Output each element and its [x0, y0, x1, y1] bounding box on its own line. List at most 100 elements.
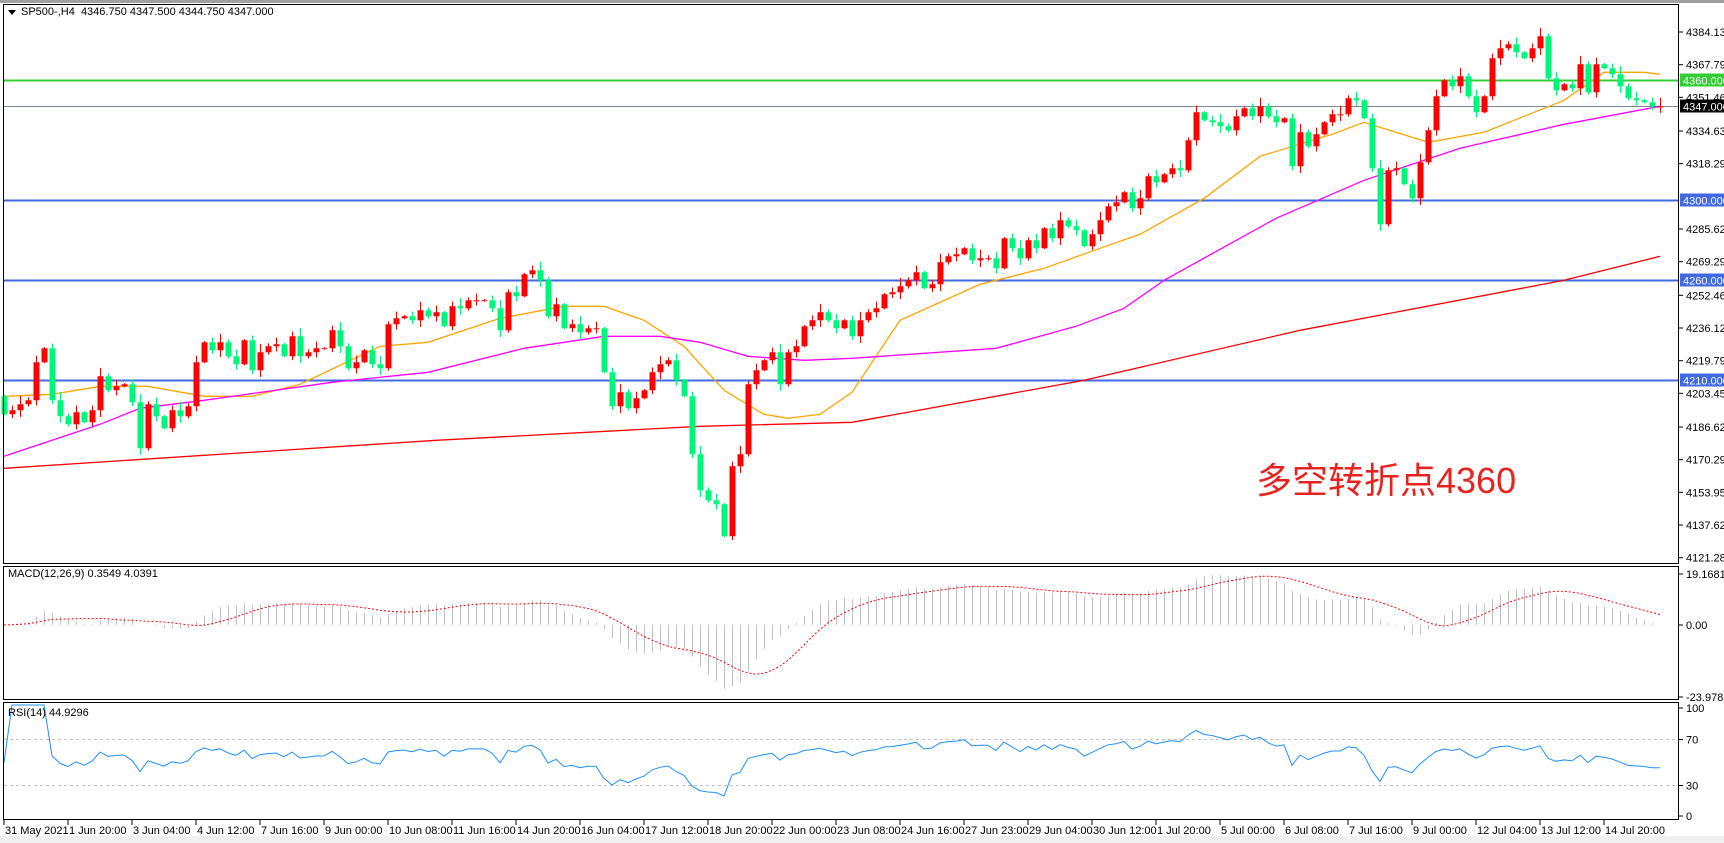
candle-body	[273, 344, 280, 347]
dropdown-triangle-icon[interactable]	[8, 9, 16, 15]
candle-body	[377, 364, 384, 369]
window-top-border	[0, 0, 1724, 3]
candle-body	[1057, 220, 1064, 239]
candle-body	[761, 360, 768, 371]
candle-body	[713, 500, 720, 505]
macd-tick-label: 19.1681	[1686, 569, 1724, 581]
candle-body	[1537, 36, 1544, 49]
candle-body	[457, 306, 464, 309]
candle-body	[1393, 168, 1400, 171]
candle-body	[1657, 106, 1664, 108]
candle-body	[1345, 98, 1352, 115]
annotation-text: 多空转折点4360	[1256, 460, 1517, 501]
time-label: 27 Jun 23:00	[965, 825, 1029, 837]
candle-body	[833, 320, 840, 329]
candle-body	[673, 360, 680, 381]
candle-body	[193, 362, 200, 407]
ohlc-values: 4346.750 4347.500 4344.750 4347.000	[80, 6, 274, 18]
candle-body	[153, 404, 160, 417]
time-label: 4 Jun 12:00	[197, 825, 255, 837]
candle-body	[1177, 168, 1184, 171]
candle-body	[657, 364, 664, 373]
candle-body	[1641, 100, 1648, 103]
rsi-panel	[3, 704, 1679, 797]
candle-body	[1289, 118, 1296, 167]
candle-body	[1273, 116, 1280, 123]
candle-body	[1473, 96, 1480, 113]
candle-body	[1337, 114, 1344, 116]
candle-body	[841, 320, 848, 329]
candle-body	[169, 410, 176, 429]
candle-body	[433, 312, 440, 317]
candle-body	[929, 284, 936, 289]
candle-body	[1049, 228, 1056, 239]
candle-body	[913, 272, 920, 281]
candle-body	[1209, 120, 1216, 123]
time-label: 13 Jul 12:00	[1541, 825, 1601, 837]
candle-body	[585, 328, 592, 333]
macd-panel	[3, 575, 1661, 690]
price-tick-label: 4219.790	[1686, 356, 1724, 368]
candle-body	[1385, 170, 1392, 225]
candle-body	[1353, 98, 1360, 101]
candle-body	[145, 404, 152, 449]
level-label-box	[1680, 193, 1724, 207]
candle-body	[257, 352, 264, 371]
candle-body	[809, 320, 816, 327]
candle-body	[681, 380, 688, 397]
candle-body	[1449, 80, 1456, 87]
candle-body	[497, 308, 504, 331]
candle-body	[1585, 64, 1592, 93]
time-label: 29 Jun 04:00	[1029, 825, 1093, 837]
candle-body	[1313, 134, 1320, 147]
candle-body	[249, 340, 256, 371]
level-label-box	[1680, 273, 1724, 287]
candle-body	[409, 316, 416, 321]
candle-body	[857, 320, 864, 337]
candle-body	[745, 384, 752, 455]
candle-body	[1241, 108, 1248, 117]
candle-body	[985, 258, 992, 260]
candle-body	[1001, 238, 1008, 269]
chart-header: SP500-,H4 4346.750 4347.500 4344.750 434…	[8, 6, 274, 18]
candle-body	[1513, 44, 1520, 53]
candle-body	[529, 270, 536, 275]
candle-body	[1625, 86, 1632, 99]
candle-body	[177, 410, 184, 417]
candle-body	[729, 466, 736, 537]
candle-body	[865, 312, 872, 321]
level-label-box	[1680, 99, 1724, 113]
candle-body	[937, 262, 944, 285]
time-label: 12 Jul 04:00	[1477, 825, 1537, 837]
candle-body	[89, 410, 96, 423]
candle-body	[329, 330, 336, 349]
candle-body	[225, 342, 232, 357]
price-tick-label: 4252.460	[1686, 290, 1724, 302]
candle-body	[601, 328, 608, 373]
macd-label: MACD(12,26,9) 0.3549 4.0391	[8, 568, 158, 580]
candle-body	[1137, 198, 1144, 209]
candle-body	[1505, 44, 1512, 49]
candle-body	[417, 310, 424, 321]
time-label: 1 Jun 20:00	[69, 825, 127, 837]
candle-body	[129, 384, 136, 403]
price-tick-label: 4367.795	[1686, 60, 1724, 72]
price-tick-label: 4203.455	[1686, 388, 1724, 400]
candle-body	[1265, 106, 1272, 117]
candle-body	[945, 256, 952, 263]
horizontal-levels	[4, 79, 1679, 382]
price-axis: 4384.1304367.7954351.4604334.6304318.295…	[1679, 27, 1724, 823]
candle-body	[1065, 220, 1072, 227]
moving-averages	[3, 71, 1661, 469]
level-label-box	[1680, 373, 1724, 387]
candle-body	[521, 274, 528, 297]
candle-body	[393, 318, 400, 325]
rsi-label: RSI(14) 44.9296	[8, 707, 89, 719]
candle-body	[1297, 132, 1304, 167]
candle-body	[1545, 36, 1552, 79]
candle-body	[401, 316, 408, 319]
candle-body	[361, 350, 368, 363]
candle-body	[1, 396, 8, 415]
